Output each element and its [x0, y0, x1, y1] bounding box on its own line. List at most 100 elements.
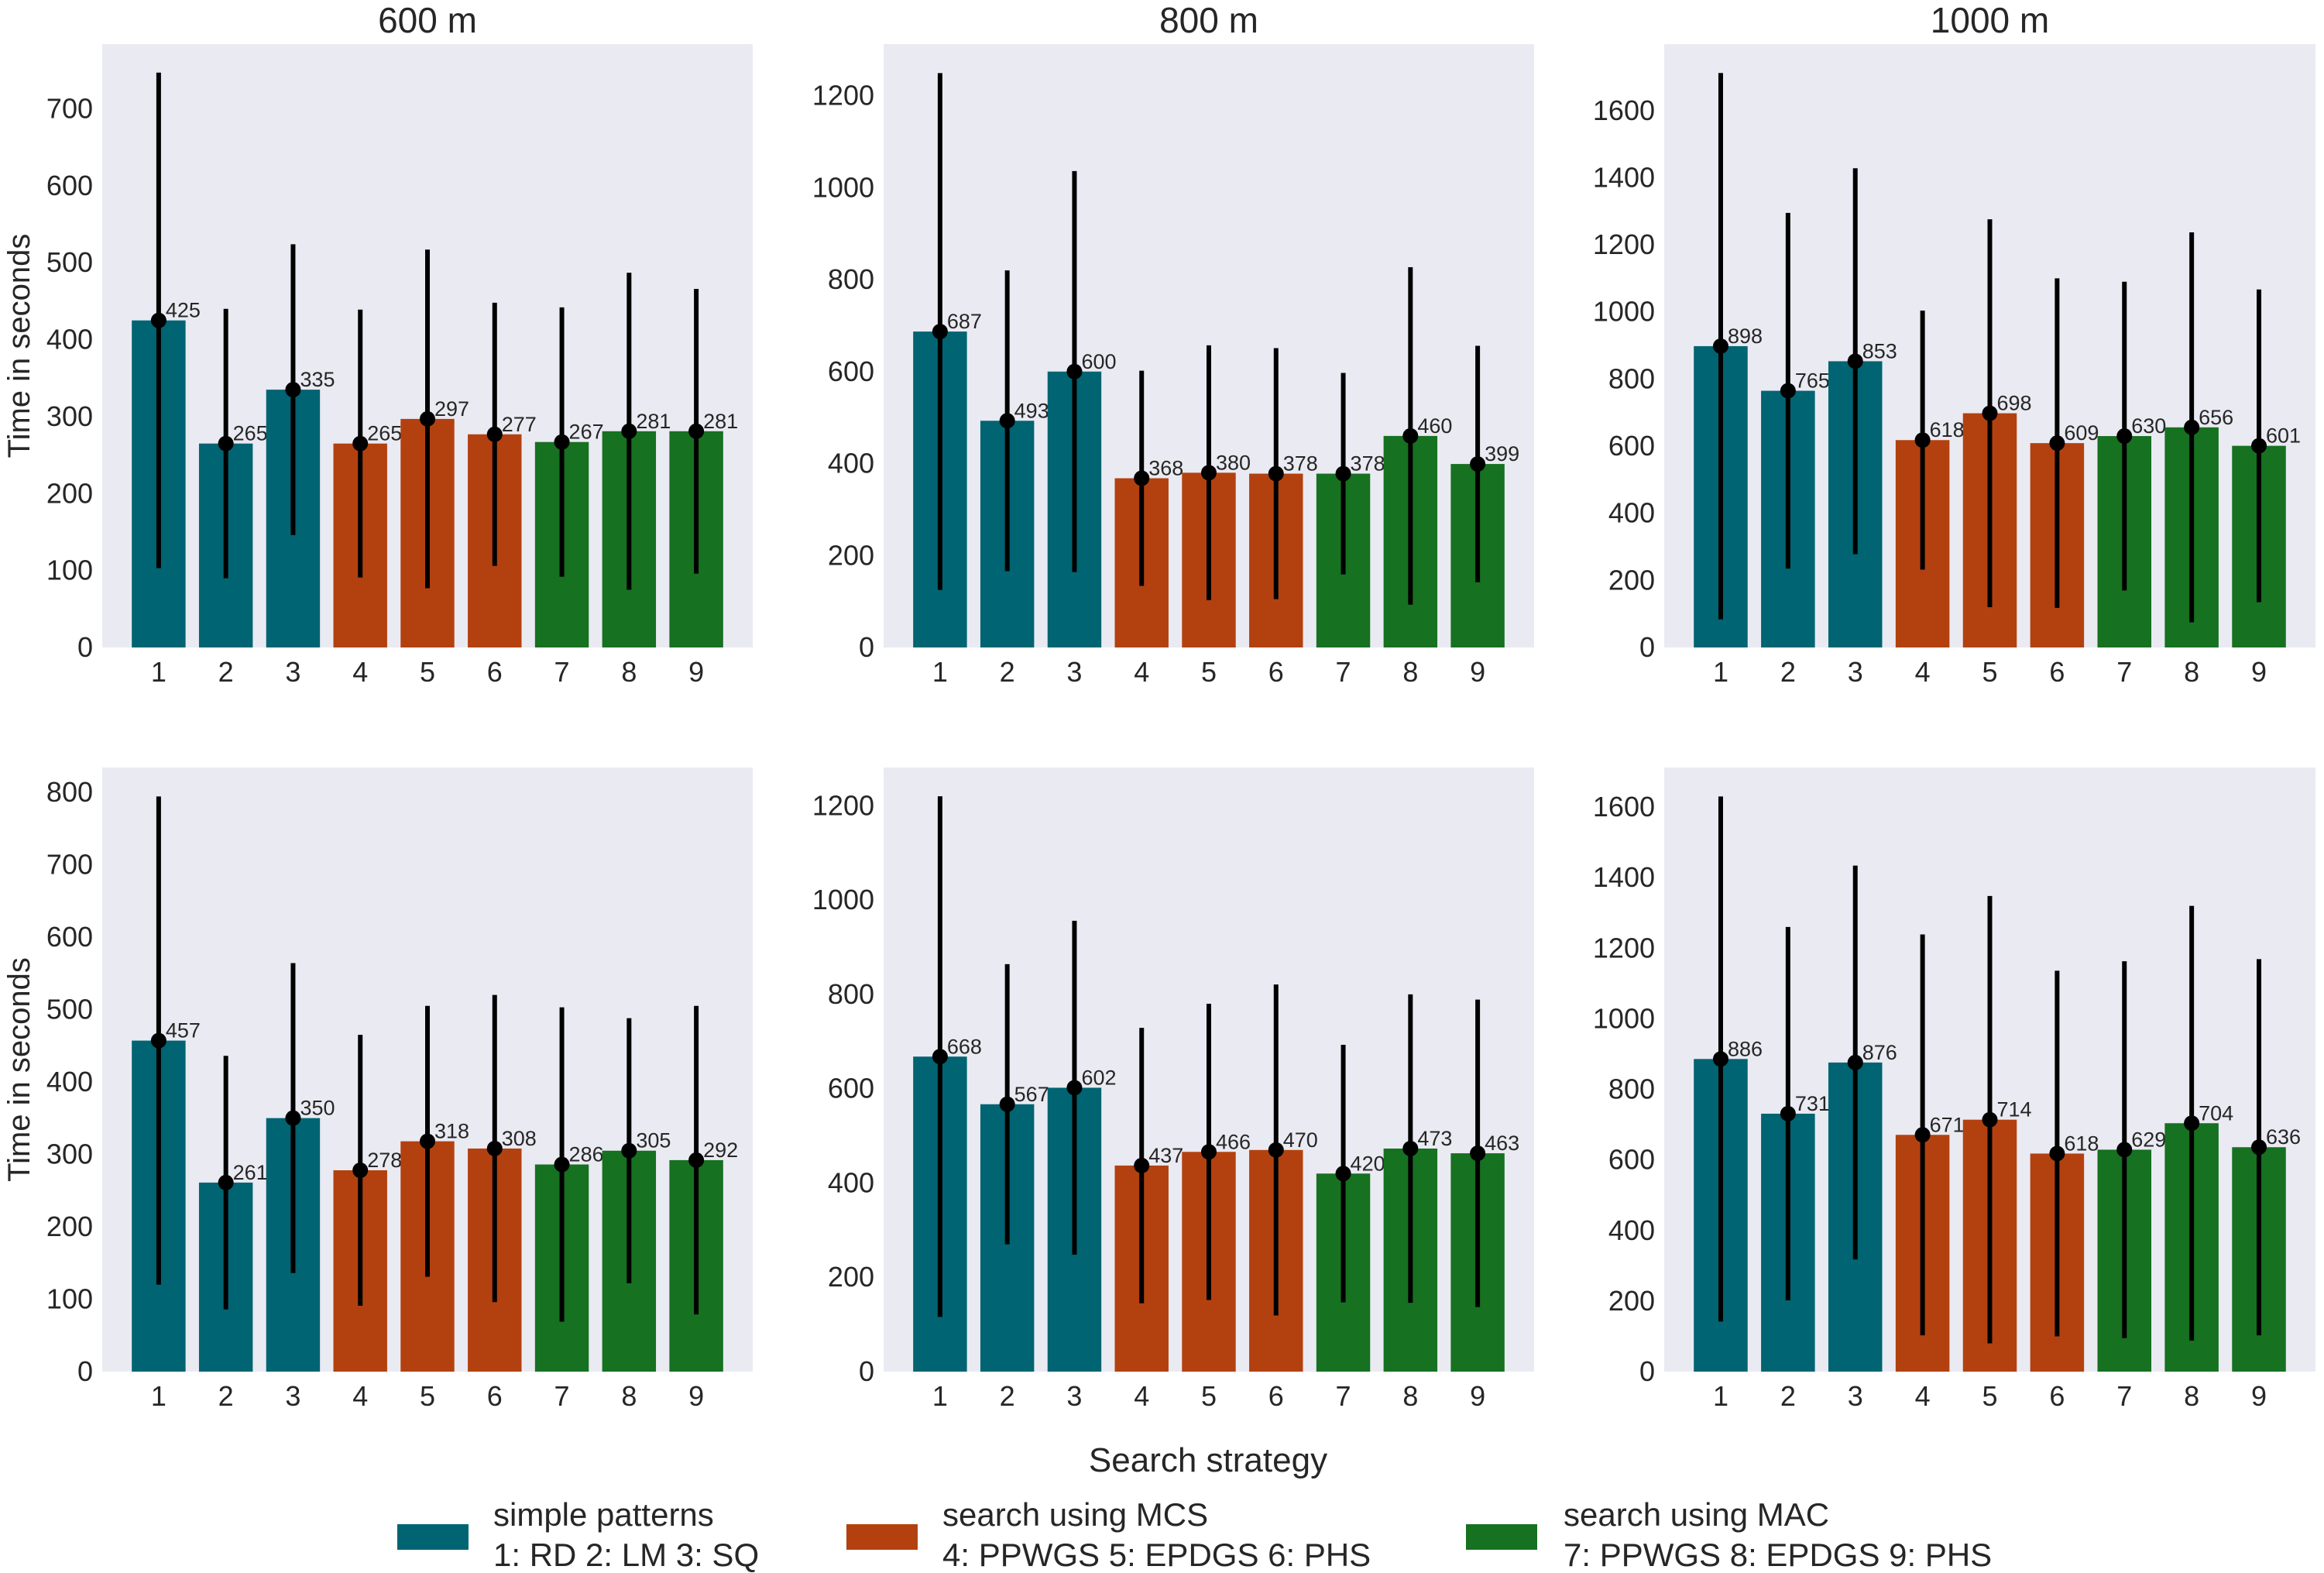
y-tick-label: 800 — [1608, 1073, 1655, 1105]
x-tick-label: 6 — [2049, 1380, 2065, 1412]
legend-title: search using MAC — [1564, 1496, 1829, 1533]
data-label: 265 — [367, 422, 402, 445]
x-tick-label: 7 — [554, 656, 570, 688]
x-tick-label: 7 — [2116, 656, 2132, 688]
x-tick-label: 4 — [1134, 1380, 1149, 1412]
data-label: 602 — [1081, 1066, 1116, 1089]
mean-marker — [218, 1174, 234, 1190]
panel-title: 800 m — [1159, 0, 1258, 40]
mean-marker — [999, 413, 1015, 429]
x-tick-label: 9 — [1470, 656, 1485, 688]
panel-1: 800 m 0 200 400 600 800 1000 1200 1 2 3 4 5 6 7 8 9 687 49… — [812, 0, 1534, 688]
mean-marker — [1470, 1145, 1486, 1162]
x-tick-label: 5 — [1982, 656, 1997, 688]
data-label: 267 — [569, 421, 604, 444]
data-label: 292 — [703, 1139, 738, 1162]
data-label: 886 — [1728, 1037, 1763, 1060]
x-tick-label: 2 — [218, 1380, 234, 1412]
data-label: 335 — [300, 368, 335, 391]
legend-item-1: search using MCS 4: PPWGS 5: EPDGS 6: PHS — [846, 1496, 1371, 1573]
data-label: 399 — [1485, 442, 1519, 465]
x-axis-label: Search strategy — [1089, 1441, 1327, 1479]
data-label: 308 — [502, 1127, 537, 1150]
mean-marker — [1268, 465, 1284, 482]
data-label: 636 — [2266, 1125, 2301, 1149]
panel-title: 600 m — [378, 0, 477, 40]
y-tick-label: 1400 — [1593, 161, 1655, 193]
mean-marker — [1712, 338, 1728, 354]
legend-item-0: simple patterns 1: RD 2: LM 3: SQ — [397, 1496, 759, 1573]
x-tick-label: 7 — [1336, 1380, 1351, 1412]
data-label: 765 — [1795, 369, 1830, 393]
y-tick-label: 300 — [46, 400, 93, 432]
x-tick-label: 1 — [1713, 656, 1728, 688]
data-label: 630 — [2131, 414, 2166, 438]
x-tick-label: 8 — [1402, 1380, 1418, 1412]
data-label: 281 — [703, 410, 738, 433]
x-tick-label: 9 — [688, 1380, 704, 1412]
y-axis-label: Time in seconds — [2, 234, 36, 459]
data-label: 714 — [1997, 1098, 2032, 1121]
y-tick-label: 1000 — [812, 884, 874, 915]
x-tick-label: 5 — [420, 1380, 435, 1412]
mean-marker — [1335, 465, 1351, 482]
data-label: 731 — [1795, 1092, 1830, 1115]
mean-marker — [688, 1152, 705, 1168]
x-tick-label: 4 — [352, 656, 368, 688]
x-tick-label: 3 — [1848, 656, 1863, 688]
data-label: 368 — [1148, 457, 1183, 480]
x-tick-label: 9 — [688, 656, 704, 688]
mean-marker — [2049, 435, 2065, 452]
mean-marker — [1847, 353, 1863, 369]
mean-marker — [150, 312, 166, 328]
x-tick-label: 5 — [1201, 656, 1217, 688]
data-label: 618 — [2064, 1132, 2099, 1155]
y-tick-label: 200 — [1608, 1285, 1655, 1317]
x-tick-label: 2 — [1780, 656, 1796, 688]
mean-marker — [1712, 1051, 1728, 1067]
mean-marker — [218, 435, 234, 452]
data-label: 281 — [636, 410, 671, 433]
x-tick-label: 8 — [1402, 656, 1418, 688]
x-tick-label: 4 — [1915, 656, 1931, 688]
mean-marker — [621, 423, 637, 439]
y-tick-label: 400 — [46, 1066, 93, 1097]
mean-marker — [621, 1142, 637, 1159]
y-tick-label: 400 — [828, 448, 874, 479]
y-tick-label: 400 — [828, 1166, 874, 1198]
y-tick-label: 300 — [46, 1138, 93, 1169]
mean-marker — [2184, 419, 2200, 435]
x-tick-label: 6 — [487, 1380, 503, 1412]
y-tick-label: 1600 — [1593, 791, 1655, 823]
data-label: 493 — [1014, 399, 1049, 422]
y-tick-label: 800 — [46, 776, 93, 808]
legend-detail: 1: RD 2: LM 3: SQ — [493, 1537, 759, 1573]
mean-marker — [1134, 470, 1150, 486]
x-tick-label: 3 — [285, 1380, 300, 1412]
y-tick-label: 500 — [46, 246, 93, 278]
mean-marker — [2116, 428, 2133, 445]
x-tick-label: 6 — [1268, 1380, 1284, 1412]
mean-marker — [999, 1096, 1015, 1112]
panel-3: Time in seconds 0 100 200 300 400 500 600 700 800… — [2, 768, 753, 1412]
data-label: 261 — [233, 1161, 268, 1184]
mean-marker — [932, 1049, 948, 1065]
data-label: 698 — [1997, 392, 2032, 415]
x-tick-label: 2 — [1780, 1380, 1796, 1412]
data-label: 600 — [1081, 350, 1116, 373]
x-tick-label: 7 — [554, 1380, 570, 1412]
x-tick-label: 5 — [1201, 1380, 1217, 1412]
x-tick-label: 9 — [1470, 1380, 1485, 1412]
data-label: 466 — [1216, 1130, 1251, 1153]
y-tick-label: 100 — [46, 1283, 93, 1314]
y-tick-label: 0 — [859, 631, 874, 663]
x-tick-label: 8 — [621, 656, 637, 688]
y-tick-label: 1200 — [812, 80, 874, 112]
data-label: 463 — [1485, 1132, 1519, 1155]
y-tick-label: 700 — [46, 848, 93, 880]
mean-marker — [1780, 1105, 1796, 1121]
y-tick-label: 1000 — [1593, 296, 1655, 328]
data-label: 297 — [434, 397, 469, 421]
data-label: 378 — [1283, 452, 1318, 476]
